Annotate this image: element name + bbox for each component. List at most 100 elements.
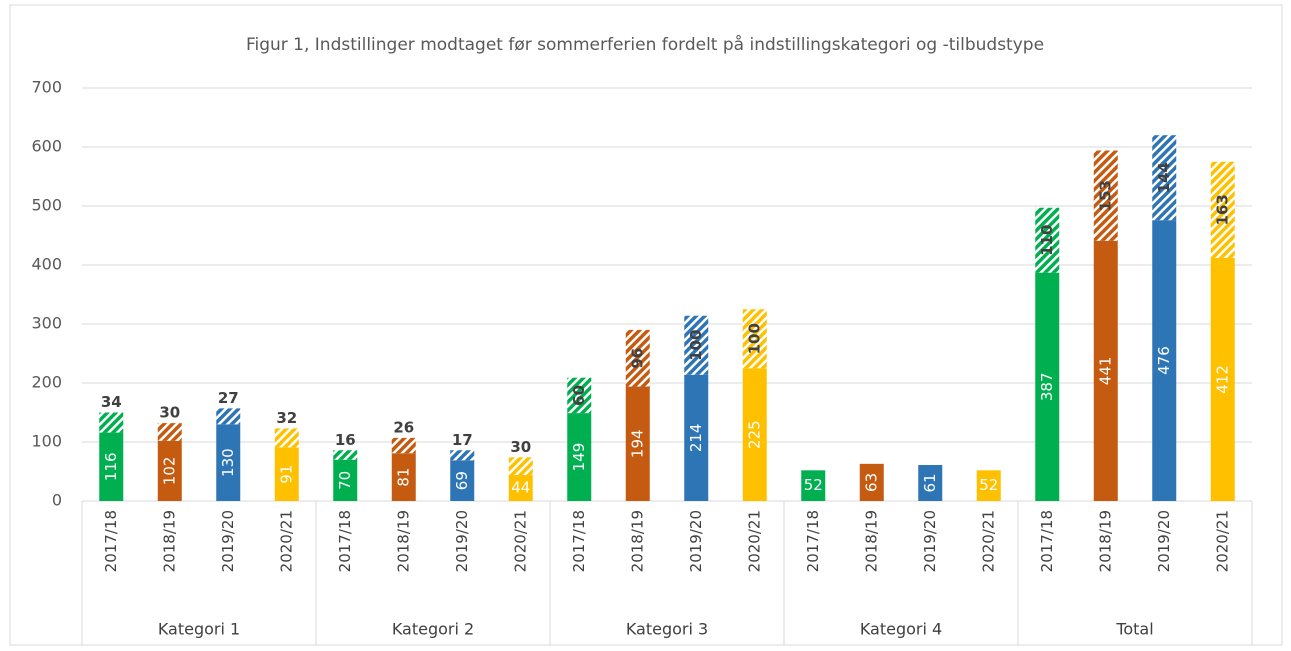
- value-label: 412: [1213, 365, 1231, 394]
- bar-segment: [450, 450, 475, 461]
- bar-segment: [274, 428, 299, 448]
- y-tick-label: 600: [31, 137, 62, 156]
- value-label: 100: [687, 330, 705, 361]
- bar-segment: [99, 412, 124, 433]
- x-tick-label: 2019/20: [1155, 510, 1173, 572]
- x-tick-label: 2019/20: [687, 510, 705, 572]
- bar-segment: [567, 413, 592, 501]
- x-tick-label: 2020/21: [277, 510, 295, 572]
- x-tick-label: 2020/21: [511, 510, 529, 572]
- bar-segment: [859, 463, 884, 501]
- value-label: 387: [1038, 373, 1056, 402]
- group-label: Kategori 1: [158, 620, 240, 639]
- bar-segment: [99, 432, 124, 501]
- y-tick-label: 0: [52, 491, 62, 510]
- bar-segment: [742, 309, 767, 369]
- group-label: Total: [1115, 620, 1153, 639]
- value-label: 194: [628, 429, 646, 458]
- group-label: Kategori 4: [860, 620, 942, 639]
- chart-border: [9, 4, 1283, 646]
- bar-segment: [157, 423, 182, 441]
- bar-segment: [157, 440, 182, 501]
- x-tick-label: 2018/19: [628, 510, 646, 572]
- x-tick-label: 2019/20: [219, 510, 237, 572]
- x-tick-label: 2018/19: [394, 510, 412, 572]
- x-tick-label: 2020/21: [979, 510, 997, 572]
- x-tick-label: 2017/18: [1038, 510, 1056, 572]
- group-label: Kategori 3: [626, 620, 708, 639]
- y-tick-label: 300: [31, 314, 62, 333]
- bar-segment: [976, 470, 1001, 501]
- bar-segment: [216, 424, 241, 501]
- x-tick-label: 2017/18: [804, 510, 822, 572]
- x-tick-label: 2020/21: [1213, 510, 1231, 572]
- x-tick-label: 2019/20: [921, 510, 939, 572]
- value-label: 225: [745, 420, 763, 449]
- value-label: 70: [336, 471, 354, 490]
- x-tick-label: 2017/18: [102, 510, 120, 572]
- y-tick-label: 700: [31, 78, 62, 97]
- value-label: 163: [1213, 194, 1231, 225]
- value-label: 60: [570, 385, 588, 406]
- bar-segment: [742, 368, 767, 501]
- group-label: Kategori 2: [392, 620, 474, 639]
- value-label: 100: [745, 323, 763, 354]
- value-label: 110: [1038, 225, 1056, 256]
- value-label: 16: [335, 431, 356, 449]
- bar-segment: [684, 315, 709, 375]
- bar-segment: [333, 450, 358, 460]
- value-label: 81: [394, 468, 412, 487]
- value-label: 52: [979, 476, 998, 494]
- y-tick-label: 200: [31, 373, 62, 392]
- bar-segment: [1093, 240, 1118, 501]
- bar-segment: [684, 374, 709, 501]
- value-label: 69: [453, 471, 471, 490]
- value-label: 30: [510, 438, 531, 456]
- bar-segment: [1035, 272, 1060, 501]
- x-tick-label: 2017/18: [570, 510, 588, 572]
- value-label: 63: [862, 473, 880, 492]
- bar-segment: [625, 386, 650, 501]
- bar-segment: [1035, 207, 1060, 273]
- bar-segment: [625, 329, 650, 387]
- value-label: 130: [219, 448, 237, 477]
- value-label: 34: [101, 393, 122, 411]
- bar-segment: [1152, 220, 1177, 501]
- x-tick-label: 2017/18: [336, 510, 354, 572]
- bar-segment: [391, 453, 416, 501]
- bar-segment: [333, 459, 358, 501]
- value-label: 116: [102, 452, 120, 481]
- value-label: 44: [511, 479, 530, 497]
- x-tick-label: 2019/20: [453, 510, 471, 572]
- bar-segment: [1210, 161, 1235, 258]
- bar-segment: [216, 408, 241, 425]
- value-label: 26: [393, 418, 414, 436]
- value-label: 52: [804, 476, 823, 494]
- value-label: 91: [277, 465, 295, 484]
- x-tick-label: 2020/21: [745, 510, 763, 572]
- bar-segment: [450, 460, 475, 501]
- bar-segment: [1210, 257, 1235, 501]
- value-label: 27: [218, 389, 239, 407]
- value-label: 476: [1155, 346, 1173, 375]
- bar-segment: [391, 437, 416, 454]
- value-label: 153: [1096, 180, 1114, 211]
- value-label: 102: [160, 457, 178, 486]
- bar-segment: [1152, 135, 1177, 221]
- y-tick-label: 500: [31, 196, 62, 215]
- value-label: 96: [628, 348, 646, 369]
- x-tick-label: 2018/19: [1096, 510, 1114, 572]
- value-label: 30: [159, 404, 180, 422]
- bar-segment: [801, 470, 826, 501]
- x-tick-label: 2018/19: [160, 510, 178, 572]
- bar-segment: [567, 377, 592, 414]
- value-label: 441: [1096, 357, 1114, 386]
- y-tick-label: 100: [31, 432, 62, 451]
- value-label: 144: [1155, 162, 1173, 193]
- value-label: 214: [687, 424, 705, 453]
- bar-segment: [1093, 150, 1118, 241]
- bar-segment: [508, 457, 533, 476]
- value-label: 61: [921, 473, 939, 492]
- bar-segment: [918, 465, 943, 501]
